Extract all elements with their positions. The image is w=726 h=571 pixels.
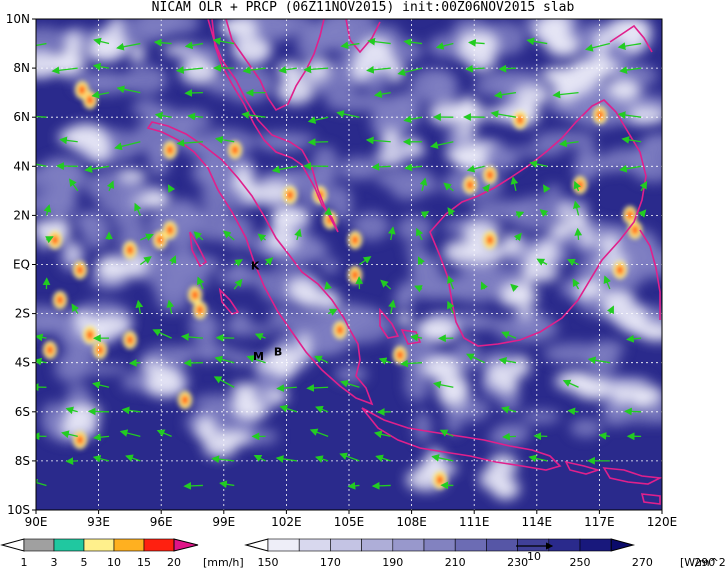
station-marker-k: K: [251, 259, 260, 272]
lat-label: 8N: [13, 61, 30, 75]
lon-label: 102E: [271, 515, 302, 529]
olr-colorbar-swatch: [486, 538, 518, 552]
wind-reference-label: 10: [527, 550, 541, 563]
coastline-sulawesi-north: [609, 24, 653, 53]
coastline-java: [361, 407, 562, 471]
olr-colorbar-low-arrow: [244, 538, 269, 552]
lon-label: 114E: [522, 515, 553, 529]
precip-colorbar-tick: 5: [81, 556, 88, 569]
precip-colorbar-swatch: [83, 538, 115, 552]
coastline-indochina: [225, 19, 325, 112]
lat-label: 10N: [6, 12, 30, 26]
lon-label: 105E: [334, 515, 365, 529]
olr-colorbar-tick: 150: [258, 556, 279, 569]
coastline-bali-lombok: [564, 460, 601, 475]
olr-colorbar-tick: 230: [507, 556, 528, 569]
coastline-siberut: [218, 287, 240, 315]
olr-colorbar-unit: [W/m^2]: [680, 556, 726, 569]
olr-colorbar-tick: 170: [320, 556, 341, 569]
precip-colorbar: 1 3 5 10 15 20: [0, 538, 199, 569]
precip-colorbar-high-arrow: [173, 538, 199, 552]
precip-colorbar-tick: 10: [107, 556, 121, 569]
olr-colorbar-tick: 210: [445, 556, 466, 569]
map-title: NICAM OLR + PRCP (06Z11NOV2015) init:00Z…: [151, 0, 575, 15]
station-markers: K M B: [251, 259, 282, 363]
lat-label: 2N: [13, 208, 30, 222]
coastline-sumba: [640, 493, 661, 505]
precip-colorbar-tick: 3: [51, 556, 58, 569]
lon-label: 120E: [647, 515, 678, 529]
coastline-sulawesi: [639, 229, 661, 320]
olr-colorbar-tick: 190: [382, 556, 403, 569]
lat-label: 8S: [15, 454, 30, 468]
olr-colorbar-swatch: [392, 538, 425, 552]
precip-colorbar-swatch: [53, 538, 85, 552]
olr-colorbar: 150 170 190 210 230 250 270 290: [244, 538, 715, 569]
station-marker-b: B: [274, 345, 282, 358]
coastline-sumatra: [146, 121, 374, 406]
olr-colorbar-swatch: [454, 538, 487, 552]
olr-colorbar-tick: 270: [632, 556, 653, 569]
precip-colorbar-swatch: [113, 538, 145, 552]
olr-colorbar-swatch: [548, 538, 581, 552]
coastline-nias: [189, 231, 208, 268]
coastline-bangka: [379, 307, 400, 339]
lon-label: 90E: [25, 515, 48, 529]
lat-label: 6S: [15, 405, 30, 419]
precip-colorbar-tick: 20: [167, 556, 181, 569]
olr-colorbar-tick: 250: [570, 556, 591, 569]
lat-label: 4S: [15, 356, 30, 370]
precip-colorbar-unit: [mm/h]: [203, 556, 244, 569]
coastline-malay-peninsula: [207, 19, 339, 233]
lat-label: 10S: [7, 503, 30, 517]
olr-colorbar-swatch: [267, 538, 300, 552]
olr-colorbar-swatch: [330, 538, 362, 552]
lon-label: 99E: [212, 515, 235, 529]
lat-label: 4N: [13, 159, 30, 173]
lon-label: 93E: [87, 515, 110, 529]
coastline-borneo: [429, 99, 647, 347]
station-marker-m: M: [253, 350, 264, 363]
lat-label: 2S: [15, 307, 30, 321]
coastline-sumbawa: [602, 467, 662, 485]
coastline-vietnam: [345, 19, 381, 54]
lon-label: 111E: [459, 515, 490, 529]
lon-label: 117E: [584, 515, 615, 529]
precip-colorbar-tick: 1: [21, 556, 28, 569]
coastlines: [146, 19, 662, 505]
precip-colorbar-swatch: [143, 538, 175, 552]
wind-vectors: [36, 37, 648, 490]
olr-colorbar-swatch: [298, 538, 331, 552]
lat-label: 6N: [13, 110, 30, 124]
coastline-belitung: [400, 329, 422, 345]
axis-ticks: [32, 18, 663, 514]
wind-reference-vector: 10: [516, 542, 554, 563]
longitude-labels: 90E 93E 96E 99E 102E 105E 108E 111E 114E 117E 120E: [25, 515, 678, 529]
lat-label: EQ: [13, 258, 30, 272]
olr-colorbar-tick: 290: [694, 556, 715, 569]
precip-colorbar-low-arrow: [0, 538, 25, 552]
lon-label: 96E: [150, 515, 173, 529]
precip-colorbar-tick: 15: [137, 556, 151, 569]
olr-colorbar-swatch: [579, 538, 612, 552]
olr-colorbar-high-arrow: [610, 538, 636, 552]
precip-colorbar-swatch: [23, 538, 55, 552]
map-plot-area: K M B: [36, 19, 662, 510]
latitude-labels: 10N 8N 6N 4N 2N EQ 2S 4S 6S 8S 10S: [6, 12, 30, 517]
olr-colorbar-swatch: [423, 538, 456, 552]
olr-colorbar-swatch: [361, 538, 394, 552]
lon-label: 108E: [396, 515, 427, 529]
